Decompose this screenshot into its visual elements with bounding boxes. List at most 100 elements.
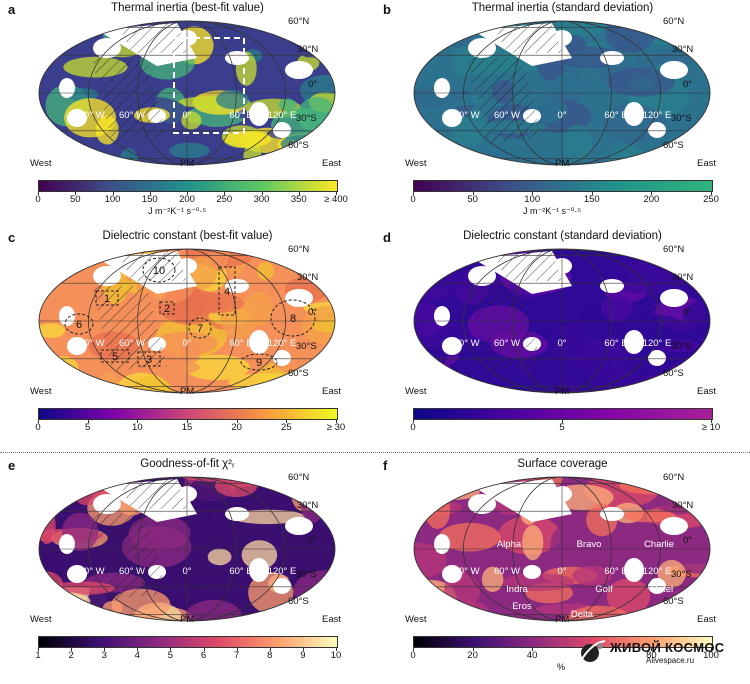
- map-outline: [38, 248, 336, 394]
- map-surface: [39, 21, 335, 165]
- east-label: East: [697, 158, 717, 169]
- west-label: West: [30, 158, 52, 169]
- colorbar-tick-label: 2: [68, 650, 74, 661]
- latitude-label: 30°S: [296, 341, 317, 352]
- colorbar-tick-mark: [336, 648, 337, 651]
- map-outline: [413, 476, 711, 622]
- map-outline: [413, 248, 711, 394]
- longitude-label: 120° W: [448, 566, 479, 577]
- no-data-patch: [67, 565, 87, 583]
- colorbar-tick-mark: [112, 192, 114, 195]
- place-name: Hotel: [651, 584, 673, 595]
- region-box: [95, 290, 119, 306]
- colorbar-tick-label: 1: [35, 650, 41, 661]
- no-data-patch: [468, 266, 496, 286]
- longitude-label: 120° W: [448, 338, 479, 349]
- place-name: Alpha: [497, 539, 522, 550]
- map-region: [414, 301, 449, 338]
- east-label: East: [322, 386, 342, 397]
- no-data-patch: [434, 78, 450, 98]
- map-region: [214, 581, 244, 598]
- map-region: [185, 599, 242, 621]
- longitude-label: 60° E: [229, 338, 252, 349]
- no-data-patch: [59, 306, 75, 326]
- colorbar: [413, 408, 713, 420]
- map-region: [686, 63, 708, 97]
- no-data-patch: [249, 102, 269, 126]
- pm-label: PM: [180, 386, 195, 397]
- map-region: [211, 23, 250, 50]
- hatched-region: [467, 286, 542, 371]
- map-region: [266, 151, 314, 165]
- no-data-patch: [285, 517, 313, 535]
- latitude-label: 0°: [308, 535, 318, 546]
- longitude-label: 60° E: [604, 566, 627, 577]
- map-region: [414, 249, 444, 267]
- colorbar: [38, 180, 338, 192]
- longitude-label: 60° W: [119, 566, 145, 577]
- latitude-label: 30°N: [297, 272, 319, 283]
- west-label: West: [30, 386, 52, 397]
- region-number: 9: [256, 357, 262, 369]
- colorbar-tick-mark: [472, 192, 474, 195]
- panel-c: c Dielectric constant (best-fit value) 1 2 3…: [0, 228, 375, 456]
- longitude-label: 0°: [182, 338, 191, 349]
- map-region: [438, 522, 501, 552]
- place-name: Indra: [506, 584, 528, 595]
- panel-title: Goodness-of-fit χ²ᵣ: [140, 458, 235, 470]
- east-label: East: [322, 614, 342, 625]
- panel-label: f: [383, 458, 388, 473]
- colorbar-tick-label: 3: [101, 650, 107, 661]
- no-data-patch: [285, 61, 313, 79]
- no-data-patch: [624, 558, 644, 582]
- colorbar-tick-mark: [38, 192, 39, 195]
- latitude-label: 30°N: [297, 44, 319, 55]
- east-label: East: [697, 614, 717, 625]
- panel-label: c: [8, 230, 16, 245]
- no-data-patch: [648, 350, 666, 366]
- highlight-box: [173, 37, 245, 134]
- region-circle: [270, 299, 316, 337]
- latitude-label: 60°S: [288, 140, 309, 151]
- panel-label: d: [383, 230, 391, 245]
- map-plot: 120° W 60° W 0° 60° E 120° E: [413, 248, 711, 394]
- colorbar-tick-mark: [286, 420, 288, 423]
- colorbar-tick-mark: [170, 648, 172, 651]
- latitude-label: 30°S: [671, 569, 692, 580]
- longitude-label: 120° E: [268, 110, 297, 121]
- colorbar-tick-label: 7: [234, 650, 240, 661]
- panel-e: e Goodness-of-fit χ²ᵣ 120° W 60° W 0° 60° E 12…: [0, 456, 375, 684]
- colorbar-tick-mark: [38, 420, 39, 423]
- colorbar-tick-mark: [149, 192, 151, 195]
- colorbar-tick-label: ≥ 10: [701, 422, 721, 433]
- latitude-label: 30°N: [297, 500, 319, 511]
- colorbar-tick-mark: [269, 648, 271, 651]
- map-region: [576, 344, 643, 380]
- colorbar-tick-mark: [336, 192, 337, 195]
- map-region: [290, 610, 308, 621]
- latitude-label: 60°S: [288, 596, 309, 607]
- map-region: [169, 142, 210, 159]
- no-data-patch: [225, 51, 249, 65]
- no-data-patch: [624, 102, 644, 126]
- latitude-label: 30°N: [672, 44, 694, 55]
- colorbar-tick-mark: [75, 192, 77, 195]
- colorbar-tick-mark: [413, 648, 414, 651]
- panel-label: b: [383, 2, 391, 17]
- latitude-label: 60°S: [288, 368, 309, 379]
- colorbar-tick-mark: [104, 648, 106, 651]
- panel-row-divider: [0, 452, 750, 453]
- no-data-patch: [93, 38, 121, 58]
- region-number: 5: [112, 351, 118, 363]
- no-data-patch: [468, 494, 496, 514]
- colorbar-tick-label: 5: [167, 650, 174, 661]
- map-region: [414, 374, 433, 387]
- latitude-label: 60°S: [663, 140, 684, 151]
- latitude-label: 30°S: [296, 113, 317, 124]
- hatched-region: [117, 251, 187, 281]
- region-number: 6: [76, 319, 82, 331]
- map-region: [152, 331, 218, 356]
- latitude-label: 60°S: [663, 596, 684, 607]
- no-data-patch: [648, 578, 666, 594]
- colorbar-tick-label: 50: [467, 194, 478, 205]
